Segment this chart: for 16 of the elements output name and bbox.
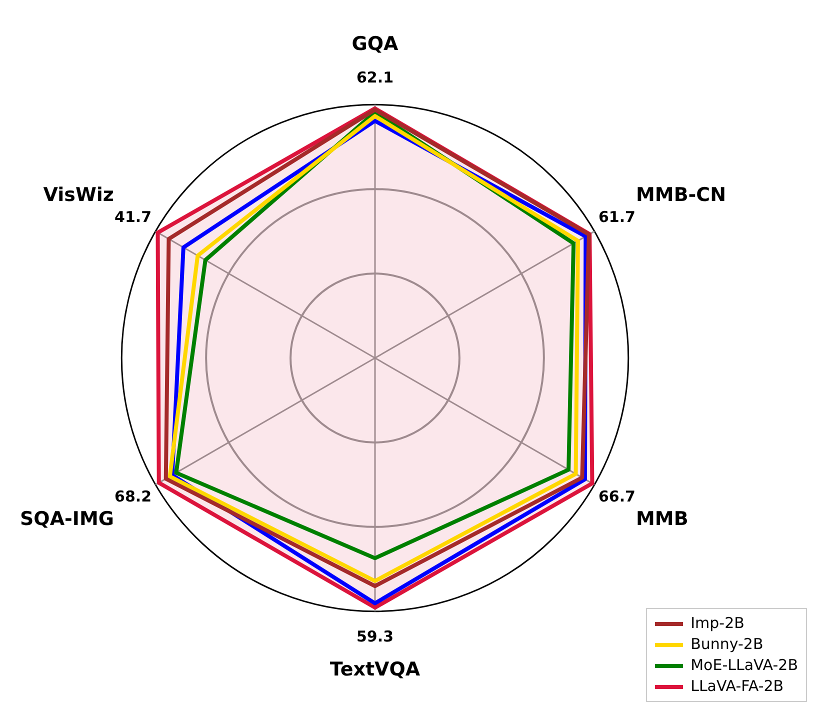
text: 68.2 bbox=[114, 488, 152, 506]
text: 66.7 bbox=[598, 488, 636, 506]
legend-label: MoE-LLaVA-2B bbox=[690, 655, 798, 676]
legend-label: LLaVA-FA-2B bbox=[690, 676, 784, 697]
spoke-label: SQA-IMG bbox=[20, 508, 114, 530]
text: 62.1 bbox=[356, 68, 394, 87]
legend-label: Imp-2B bbox=[690, 613, 744, 634]
text: 41.7 bbox=[114, 208, 152, 226]
spoke-label: MMB-CN bbox=[636, 184, 726, 206]
legend-label: Bunny-2B bbox=[690, 634, 764, 655]
text: 59.3 bbox=[356, 627, 394, 646]
text: 61.7 bbox=[598, 208, 636, 226]
spoke-label: MMB bbox=[636, 508, 688, 530]
spoke-label: VisWiz bbox=[43, 184, 114, 206]
spoke-label: GQA bbox=[352, 33, 399, 56]
spoke-label: TextVQA bbox=[330, 658, 420, 681]
